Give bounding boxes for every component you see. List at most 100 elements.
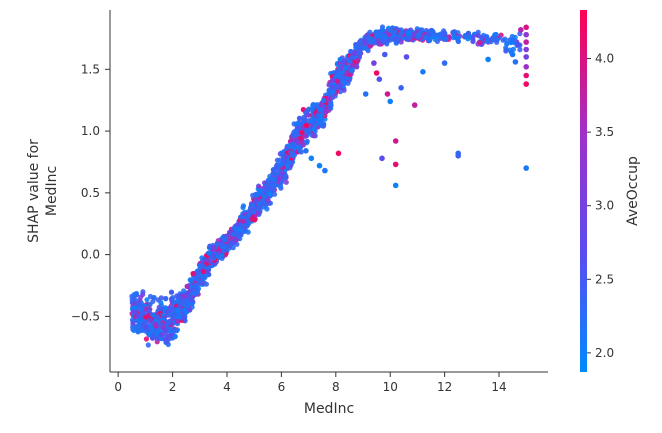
scatter-point xyxy=(190,271,196,277)
y-tick-label: −0.5 xyxy=(71,309,100,323)
scatter-point xyxy=(376,76,383,82)
scatter-point xyxy=(345,80,351,86)
scatter-point xyxy=(466,34,473,40)
scatter-point xyxy=(523,24,529,31)
scatter-point xyxy=(162,327,168,334)
colorbar-tick-label: 3.5 xyxy=(595,125,614,139)
scatter-point xyxy=(183,302,189,308)
scatter-point xyxy=(502,36,508,42)
scatter-point xyxy=(276,176,282,182)
x-tick-label: 8 xyxy=(332,380,340,394)
scatter-point xyxy=(382,51,388,58)
scatter-point xyxy=(266,190,272,196)
scatter-point xyxy=(341,58,347,64)
scatter-point xyxy=(187,307,193,313)
scatter-point xyxy=(244,223,250,229)
scatter-point xyxy=(362,91,369,97)
scatter-point xyxy=(257,187,263,193)
scatter-point xyxy=(277,162,284,168)
scatter-point xyxy=(373,70,380,76)
scatter-point xyxy=(175,308,181,314)
scatter-point xyxy=(406,35,412,41)
scatter-point xyxy=(250,203,256,209)
scatter-point xyxy=(523,81,529,87)
y-tick-label: 0.5 xyxy=(81,186,100,200)
scatter-point xyxy=(138,294,144,300)
scatter-point xyxy=(154,335,160,341)
scatter-point xyxy=(349,67,355,73)
scatter-point xyxy=(369,39,375,45)
scatter-point xyxy=(131,296,137,302)
scatter-point xyxy=(281,158,287,164)
scatter-point xyxy=(338,82,344,88)
scatter-point xyxy=(523,72,529,79)
scatter-point xyxy=(177,296,183,302)
scatter-point xyxy=(348,56,354,62)
scatter-point xyxy=(418,28,424,34)
scatter-point xyxy=(222,237,228,243)
scatter-point xyxy=(274,167,280,173)
scatter-point xyxy=(205,268,211,275)
scatter-point xyxy=(166,308,172,314)
scatter-point xyxy=(155,297,161,303)
scatter-point xyxy=(508,39,514,46)
y-tick-label: 1.5 xyxy=(81,62,100,76)
scatter-point xyxy=(424,35,430,41)
scatter-point xyxy=(163,296,169,302)
scatter-point xyxy=(247,208,253,214)
scatter-point xyxy=(517,47,523,53)
scatter-point xyxy=(392,161,399,168)
x-tick-label: 10 xyxy=(383,380,398,394)
scatter-point xyxy=(367,43,373,49)
scatter-point xyxy=(318,102,324,108)
scatter-point xyxy=(316,162,323,169)
scatter-point xyxy=(371,60,377,66)
scatter-point xyxy=(181,294,187,300)
scatter-point xyxy=(252,217,258,223)
scatter-point xyxy=(227,229,233,236)
scatter-point xyxy=(512,59,519,65)
scatter-point xyxy=(355,43,361,49)
scatter-point xyxy=(172,333,178,340)
scatter-point xyxy=(277,183,284,189)
scatter-point xyxy=(233,231,240,237)
scatter-point xyxy=(240,218,246,224)
scatter-point xyxy=(170,312,176,318)
scatter-point xyxy=(490,35,496,42)
colorbar-ticks: 2.0 2.5 3.0 3.5 4.0 xyxy=(587,52,614,360)
scatter-point xyxy=(253,198,259,204)
scatter-point xyxy=(283,179,289,185)
scatter-point xyxy=(189,301,195,307)
scatter-point xyxy=(207,243,213,249)
scatter-point xyxy=(338,76,344,82)
scatter-point xyxy=(148,317,154,323)
scatter-point xyxy=(410,31,417,38)
scatter-point xyxy=(334,78,340,84)
scatter-point xyxy=(379,155,385,162)
scatter-point xyxy=(403,54,410,60)
scatter-point xyxy=(347,72,353,78)
scatter-point xyxy=(176,303,182,309)
scatter-point xyxy=(311,126,317,132)
scatter-point xyxy=(354,64,360,70)
scatter-point xyxy=(144,297,150,303)
scatter-point xyxy=(515,41,521,48)
scatter-point xyxy=(166,312,172,318)
scatter-point xyxy=(303,122,309,128)
scatter-point xyxy=(308,155,315,162)
scatter-point xyxy=(523,54,529,60)
y-axis-title-line-1: SHAP value for xyxy=(26,139,42,243)
scatter-point xyxy=(299,129,305,136)
scatter-point xyxy=(326,96,332,102)
scatter-point xyxy=(240,203,247,209)
scatter-point xyxy=(184,283,190,289)
scatter-point xyxy=(357,39,363,45)
scatter-point xyxy=(211,245,217,251)
y-axis-ticks: −0.5 0.0 0.5 1.0 1.5 xyxy=(71,62,110,323)
scatter-point xyxy=(485,56,491,63)
scatter-point xyxy=(455,153,462,159)
scatter-point xyxy=(303,110,309,116)
scatter-point xyxy=(139,322,145,328)
scatter-point xyxy=(153,323,159,329)
x-axis-title: MedInc xyxy=(304,401,354,417)
